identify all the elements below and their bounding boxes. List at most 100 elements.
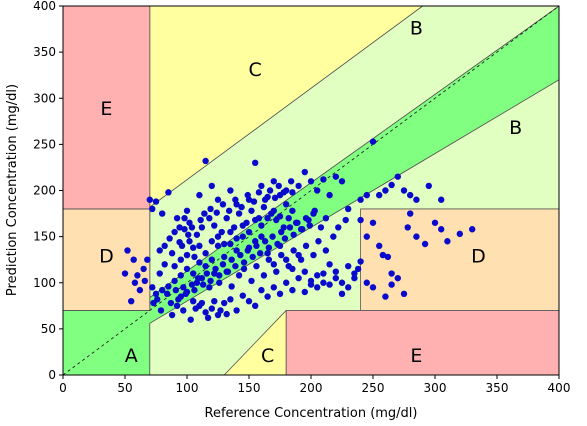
data-point <box>244 191 251 199</box>
data-point <box>159 286 166 294</box>
data-point <box>326 261 333 268</box>
x-tick-label: 400 <box>548 381 571 395</box>
zone-e-region-7 <box>63 6 151 210</box>
data-point <box>159 210 166 217</box>
x-tick-label: 250 <box>362 381 385 395</box>
x-tick-label: 350 <box>486 381 509 395</box>
data-point <box>233 235 240 242</box>
data-point <box>161 242 168 250</box>
y-tick-label: 300 <box>33 91 56 105</box>
data-point <box>302 214 310 222</box>
data-point <box>388 270 395 277</box>
data-point <box>301 268 308 275</box>
data-point <box>351 270 358 277</box>
y-tick-label: 150 <box>33 230 56 244</box>
data-point <box>379 251 387 259</box>
data-point <box>239 292 246 299</box>
data-point <box>181 214 188 222</box>
data-point <box>332 274 339 282</box>
data-point <box>301 168 308 176</box>
data-point <box>278 251 285 259</box>
data-point <box>314 272 321 279</box>
data-point <box>152 198 160 205</box>
data-point <box>274 240 281 248</box>
zone-d-region-6 <box>360 208 559 311</box>
data-point <box>311 207 318 214</box>
data-point <box>191 253 198 261</box>
data-point <box>223 214 230 222</box>
zone-label-e: E <box>100 98 112 120</box>
data-point <box>382 293 389 300</box>
data-point <box>128 298 135 305</box>
data-point <box>204 314 212 322</box>
data-point <box>317 224 325 231</box>
data-point <box>206 214 213 222</box>
data-point <box>295 182 302 190</box>
data-point <box>154 296 161 303</box>
data-point <box>363 233 370 240</box>
zone-label-d: D <box>99 245 114 267</box>
data-point <box>230 224 238 231</box>
identity-line <box>63 6 559 375</box>
data-point <box>302 242 310 250</box>
y-tick-label: 400 <box>33 0 56 13</box>
data-point <box>165 189 172 196</box>
data-point <box>201 210 208 217</box>
data-point <box>357 196 364 203</box>
data-point <box>286 224 294 231</box>
data-point <box>413 196 420 203</box>
data-point <box>171 277 178 285</box>
data-point <box>407 191 414 199</box>
data-point <box>185 231 192 238</box>
data-point <box>192 305 199 312</box>
data-point <box>235 272 243 279</box>
data-point <box>287 178 295 185</box>
data-point <box>260 272 268 279</box>
data-point <box>283 256 290 263</box>
data-point <box>239 233 246 240</box>
data-point <box>369 138 377 145</box>
data-point <box>245 228 253 236</box>
data-point <box>166 235 173 242</box>
data-point <box>342 216 349 224</box>
data-point <box>338 279 346 286</box>
data-point <box>258 233 265 240</box>
data-point <box>134 272 141 279</box>
data-point <box>225 207 233 214</box>
data-point <box>322 214 330 222</box>
zone-label-b: B <box>410 18 423 40</box>
data-point <box>207 277 214 285</box>
data-point <box>248 207 255 214</box>
data-point <box>258 222 265 229</box>
data-point <box>338 290 346 298</box>
data-point <box>354 265 362 273</box>
data-point <box>208 305 215 312</box>
data-point <box>253 242 260 250</box>
data-point <box>456 230 463 238</box>
data-point <box>203 270 211 277</box>
data-point <box>216 279 223 286</box>
data-point <box>270 207 277 214</box>
data-point <box>224 268 232 275</box>
data-point <box>163 290 171 298</box>
data-point <box>421 240 429 248</box>
data-point <box>382 187 389 194</box>
data-point <box>141 277 149 285</box>
data-point <box>181 226 188 233</box>
data-point <box>438 196 445 203</box>
data-point <box>167 299 175 307</box>
data-point <box>223 310 230 318</box>
data-point <box>219 201 227 208</box>
x-tick-label: 200 <box>300 381 323 395</box>
y-tick-label: 250 <box>33 137 56 151</box>
data-point <box>320 279 327 286</box>
data-point <box>281 235 289 242</box>
y-tick-label: 200 <box>33 184 56 198</box>
data-point <box>253 262 260 270</box>
data-point <box>320 176 327 183</box>
data-point <box>212 265 219 273</box>
data-point <box>175 296 182 303</box>
data-point <box>121 270 129 277</box>
zone-label-b: B <box>509 117 522 139</box>
data-point <box>357 216 364 224</box>
